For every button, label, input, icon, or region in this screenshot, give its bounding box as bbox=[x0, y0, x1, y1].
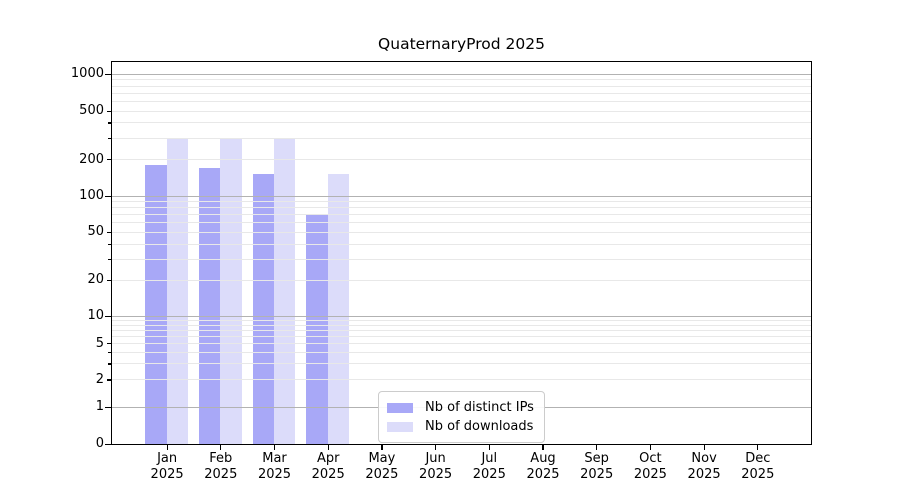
y-tick-mark bbox=[105, 315, 111, 318]
x-tick-mark bbox=[273, 444, 276, 450]
minor-gridline bbox=[111, 100, 811, 102]
minor-gridline bbox=[111, 329, 811, 331]
y-minor-tick-mark bbox=[108, 243, 111, 245]
major-gridline bbox=[111, 195, 811, 197]
minor-gridline bbox=[111, 159, 811, 161]
x-tick-mark bbox=[381, 444, 383, 450]
x-tick-label: Apr 2025 bbox=[311, 451, 345, 482]
y-minor-tick-mark bbox=[108, 258, 111, 260]
y-tick-mark bbox=[105, 73, 111, 76]
x-tick-label: Jun 2025 bbox=[419, 451, 453, 482]
x-tick-label: Dec 2025 bbox=[741, 451, 775, 482]
minor-gridline bbox=[111, 243, 811, 245]
bar-distinct-ips bbox=[306, 214, 328, 444]
x-tick-label: Jul 2025 bbox=[472, 451, 506, 482]
y-tick-mark bbox=[105, 195, 111, 198]
minor-gridline bbox=[111, 258, 811, 260]
legend-item-downloads: Nb of downloads bbox=[379, 417, 544, 436]
major-gridline bbox=[111, 315, 811, 317]
bar-downloads bbox=[166, 137, 188, 444]
x-tick-mark bbox=[435, 444, 437, 450]
y-minor-tick-mark bbox=[108, 352, 111, 354]
y-tick-label: 1 bbox=[95, 399, 104, 415]
x-tick-mark bbox=[327, 444, 329, 450]
x-tick-label: May 2025 bbox=[365, 451, 399, 482]
x-tick-label: Jan 2025 bbox=[150, 451, 184, 482]
minor-gridline bbox=[111, 231, 811, 233]
y-tick-label: 100 bbox=[79, 188, 104, 204]
minor-gridline bbox=[111, 335, 811, 337]
x-tick-mark bbox=[703, 444, 705, 450]
minor-gridline bbox=[111, 92, 811, 94]
legend-label: Nb of distinct IPs bbox=[425, 400, 534, 415]
minor-gridline bbox=[111, 110, 811, 112]
x-tick-mark bbox=[542, 444, 544, 450]
x-tick-label: Sep 2025 bbox=[580, 451, 614, 482]
y-tick-label: 500 bbox=[79, 103, 104, 119]
minor-gridline bbox=[111, 352, 811, 353]
bar-downloads bbox=[273, 139, 296, 444]
legend-swatch-distinct-ips bbox=[387, 402, 413, 413]
x-tick-label: Feb 2025 bbox=[204, 451, 238, 482]
y-tick-mark bbox=[107, 159, 111, 161]
y-minor-tick-mark bbox=[108, 137, 111, 139]
minor-gridline bbox=[111, 343, 811, 345]
x-tick-mark bbox=[220, 444, 222, 450]
x-tick-mark bbox=[596, 444, 598, 450]
minor-gridline bbox=[111, 319, 811, 321]
legend-label: Nb of downloads bbox=[425, 419, 534, 434]
minor-gridline bbox=[111, 279, 811, 281]
minor-gridline bbox=[111, 379, 811, 381]
major-gridline bbox=[111, 73, 811, 75]
y-tick-mark bbox=[107, 110, 111, 112]
chart-title: QuaternaryProd 2025 bbox=[378, 35, 545, 53]
minor-gridline bbox=[111, 137, 811, 139]
x-tick-label: Mar 2025 bbox=[257, 451, 292, 482]
y-tick-label: 10 bbox=[87, 308, 104, 324]
y-tick-mark bbox=[107, 343, 111, 345]
minor-gridline bbox=[111, 324, 811, 326]
y-minor-tick-mark bbox=[108, 122, 111, 124]
x-tick-mark bbox=[488, 444, 490, 450]
y-tick-mark bbox=[107, 279, 111, 281]
x-tick-mark bbox=[166, 444, 168, 450]
x-tick-label: Nov 2025 bbox=[687, 451, 721, 482]
bar-downloads bbox=[327, 174, 350, 444]
y-tick-mark bbox=[105, 443, 111, 446]
x-tick-mark bbox=[649, 444, 652, 450]
bar-distinct-ips bbox=[145, 164, 167, 444]
y-tick-label: 5 bbox=[95, 335, 104, 351]
bar-distinct-ips bbox=[252, 174, 274, 444]
y-minor-tick-mark bbox=[108, 363, 111, 365]
minor-gridline bbox=[111, 214, 811, 216]
minor-gridline bbox=[111, 363, 811, 365]
minor-gridline bbox=[111, 201, 811, 203]
bar-distinct-ips bbox=[198, 167, 221, 444]
legend-item-distinct-ips: Nb of distinct IPs bbox=[379, 398, 544, 417]
plot-area bbox=[110, 60, 812, 445]
minor-gridline bbox=[111, 85, 811, 87]
y-tick-label: 1000 bbox=[70, 66, 104, 82]
y-tick-label: 2 bbox=[95, 371, 104, 387]
minor-gridline bbox=[111, 207, 811, 209]
y-tick-mark bbox=[107, 231, 111, 234]
minor-gridline bbox=[111, 222, 811, 224]
minor-gridline bbox=[111, 79, 811, 81]
y-tick-mark bbox=[105, 406, 111, 409]
x-tick-label: Oct 2025 bbox=[633, 451, 667, 482]
y-tick-mark bbox=[107, 379, 111, 381]
legend-swatch-downloads bbox=[387, 421, 413, 432]
minor-gridline bbox=[111, 122, 811, 124]
legend: Nb of distinct IPs Nb of downloads bbox=[378, 391, 545, 443]
y-tick-label: 200 bbox=[79, 151, 104, 167]
x-tick-label: Aug 2025 bbox=[526, 451, 560, 482]
y-tick-label: 20 bbox=[87, 272, 104, 288]
x-tick-mark bbox=[757, 444, 759, 450]
bar-downloads bbox=[220, 139, 242, 444]
y-tick-label: 50 bbox=[87, 224, 104, 240]
y-tick-label: 0 bbox=[95, 436, 104, 452]
